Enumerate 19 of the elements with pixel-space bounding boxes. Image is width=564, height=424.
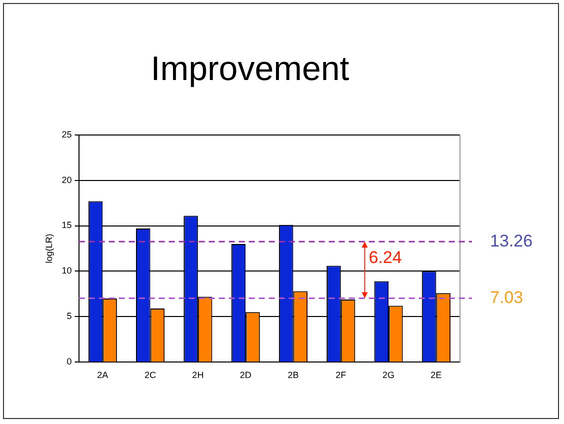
x-tick-label: 2H (192, 370, 204, 380)
y-tick-label: 5 (66, 311, 72, 322)
y-axis-title: log(LR) (44, 234, 54, 264)
y-tick-label: 20 (62, 174, 72, 185)
y-tick-label: 0 (66, 356, 72, 367)
x-tick-label: 2F (336, 370, 347, 380)
y-tick-label: 15 (62, 220, 72, 230)
x-tick-label: 2B (288, 370, 299, 380)
chart-title: Improvement (150, 50, 350, 88)
ref-line-label: 7.03 (490, 288, 524, 307)
y-tick-label: 25 (62, 129, 72, 140)
x-tick-label: 2A (97, 370, 108, 380)
x-tick-label: 2G (382, 370, 395, 380)
x-tick-label: 2E (430, 370, 442, 380)
annotation: 6.24 (368, 248, 402, 268)
x-tick-label: 2D (240, 370, 252, 380)
y-tick-label: 10 (62, 266, 72, 276)
x-tick-label: 2C (144, 370, 157, 380)
ref-line-label: 13.26 (490, 231, 533, 250)
